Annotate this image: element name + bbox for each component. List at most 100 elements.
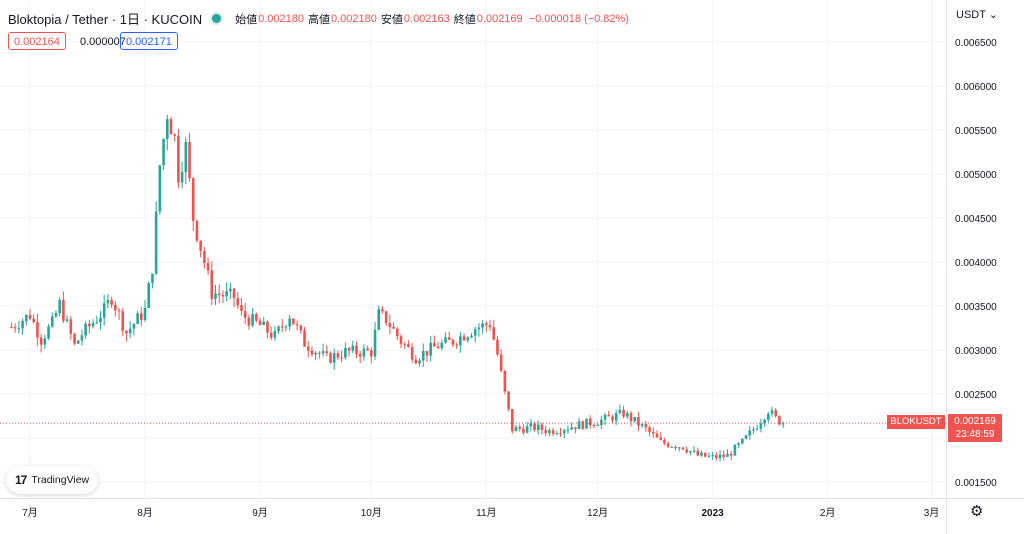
candle-body bbox=[284, 326, 288, 328]
candle-body bbox=[377, 309, 381, 330]
candle-body bbox=[603, 414, 607, 420]
candle-body bbox=[577, 421, 581, 430]
candle-body bbox=[548, 430, 551, 434]
candle-body bbox=[522, 428, 525, 433]
candle-body bbox=[648, 427, 651, 432]
candle-body bbox=[614, 413, 618, 421]
candle-body bbox=[707, 455, 711, 457]
candle-body bbox=[329, 353, 332, 363]
high-label: 高値 bbox=[308, 13, 330, 26]
candle-body bbox=[748, 430, 752, 436]
candle-body bbox=[73, 333, 76, 344]
candle-body bbox=[681, 447, 685, 450]
candle-body bbox=[485, 323, 488, 326]
candle-body bbox=[626, 413, 629, 417]
gear-icon[interactable]: ⚙ bbox=[970, 503, 984, 520]
candle-body bbox=[76, 340, 80, 344]
candle-body bbox=[481, 323, 484, 328]
ask-price-box[interactable]: 0.002171 bbox=[120, 32, 178, 50]
candle-body bbox=[221, 294, 225, 297]
candle-body bbox=[536, 424, 540, 430]
candle-body bbox=[299, 325, 303, 331]
candle-body bbox=[266, 321, 269, 333]
tradingview-logo[interactable]: 17 TradingView bbox=[6, 466, 98, 494]
currency-label: USDT bbox=[956, 9, 986, 21]
currency-selector[interactable]: USDT ⌄ bbox=[956, 8, 998, 21]
candle-body bbox=[403, 343, 407, 345]
candle-body bbox=[440, 342, 444, 349]
candle-body bbox=[306, 346, 310, 351]
candle-body bbox=[766, 413, 770, 420]
candle-body bbox=[499, 354, 503, 371]
candle-body bbox=[718, 454, 722, 459]
candle-body bbox=[540, 424, 544, 430]
symbol-title[interactable]: Bloktopia / Tether · 1日 · KUCOIN bbox=[8, 12, 203, 27]
candle-body bbox=[191, 178, 195, 221]
candle-body bbox=[162, 139, 165, 166]
candle-body bbox=[69, 319, 73, 334]
last-price-value: 0.002169 bbox=[954, 416, 996, 427]
candle-body bbox=[280, 326, 284, 328]
candle-body bbox=[744, 435, 748, 439]
price-tick-label: 0.005000 bbox=[955, 170, 997, 181]
candle-body bbox=[314, 352, 317, 355]
candle-body bbox=[17, 328, 21, 330]
candle-body bbox=[340, 357, 343, 359]
close-label: 終値 bbox=[453, 13, 476, 26]
price-tick-label: 0.006000 bbox=[955, 82, 997, 93]
price-tick-label: 0.006500 bbox=[955, 38, 997, 49]
candle-body bbox=[258, 320, 262, 325]
candle-body bbox=[128, 328, 132, 334]
candle-body bbox=[13, 327, 17, 329]
candle-body bbox=[581, 421, 585, 429]
candle-body bbox=[147, 283, 151, 308]
candle-body bbox=[570, 427, 573, 430]
price-tick-label: 0.003500 bbox=[955, 302, 997, 313]
time-tick-label: 10月 bbox=[361, 507, 382, 519]
candle-body bbox=[466, 337, 470, 341]
candle-body bbox=[700, 452, 703, 456]
candle-body bbox=[140, 313, 143, 320]
candle-body bbox=[106, 299, 110, 304]
candle-body bbox=[110, 299, 113, 305]
time-tick-label: 7月 bbox=[22, 507, 38, 519]
candle-body bbox=[711, 455, 714, 457]
candle-body bbox=[503, 370, 507, 392]
candle-body bbox=[91, 322, 95, 327]
candle-body bbox=[559, 433, 562, 435]
candle-body bbox=[43, 338, 47, 345]
candle-body bbox=[236, 298, 240, 306]
candle-body bbox=[288, 318, 291, 327]
candle-body bbox=[596, 425, 599, 427]
candle-body bbox=[689, 451, 692, 453]
candle-body bbox=[292, 318, 295, 325]
candle-body bbox=[514, 426, 518, 432]
candle-body bbox=[362, 348, 366, 357]
candle-body bbox=[703, 452, 707, 457]
close-value: 0.002169 bbox=[476, 12, 523, 25]
candle-body bbox=[58, 300, 61, 314]
open-label: 始値 bbox=[235, 13, 258, 26]
last-price-symbol-tag: BLOKUSDT bbox=[887, 415, 945, 429]
time-tick-label: 2月 bbox=[820, 507, 836, 519]
candle-body bbox=[214, 293, 217, 299]
candle-body bbox=[169, 119, 173, 135]
price-tick-label: 0.002500 bbox=[955, 390, 997, 401]
candle-body bbox=[370, 350, 373, 357]
chevron-down-icon: ⌄ bbox=[985, 9, 999, 21]
candle-body bbox=[102, 303, 106, 318]
candle-body bbox=[24, 314, 28, 322]
candle-body bbox=[607, 414, 611, 417]
candle-body bbox=[778, 416, 781, 425]
candle-body bbox=[588, 418, 592, 426]
candle-body bbox=[295, 324, 299, 326]
candle-body bbox=[399, 336, 403, 344]
candle-body bbox=[143, 307, 147, 320]
candle-body bbox=[741, 438, 744, 444]
candle-body bbox=[243, 311, 247, 318]
bid-price-box[interactable]: 0.002164 bbox=[8, 32, 66, 50]
candle-body bbox=[36, 322, 39, 338]
candle-body bbox=[136, 313, 139, 325]
